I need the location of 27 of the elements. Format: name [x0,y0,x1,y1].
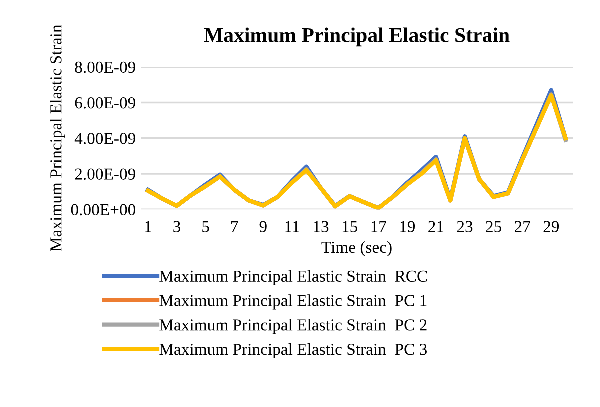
y-tick-label: 4.00E-09 [74,133,136,144]
x-tick-label: 19 [400,221,416,232]
x-tick-label: 13 [314,221,329,232]
x-tick-label: 23 [457,221,473,232]
x-tick-label: 21 [428,221,444,232]
x-tick-label: 27 [515,221,530,232]
x-tick-label: 11 [286,221,300,232]
x-tick-label: 3 [174,221,181,232]
legend-label: Maximum Principal Elastic Strain RCC [160,270,428,286]
x-tick-label: 15 [342,221,358,232]
y-tick-label: 0.00E+00 [71,204,136,216]
x-tick-label: 5 [202,221,210,232]
legend-label: Maximum Principal Elastic Strain PC 2 [160,319,427,334]
x-axis-title: Time (sec) [322,241,392,256]
legend-label: Maximum Principal Elastic Strain PC 1 [160,294,427,310]
y-tick-label: 6.00E-09 [75,97,136,109]
chart-title: Maximum Principal Elastic Strain [204,28,510,47]
x-tick-label: 29 [544,221,560,232]
y-tick-label: 8.00E-09 [75,62,136,74]
x-tick-label: 9 [260,221,267,232]
x-tick-label: 17 [372,221,386,232]
x-tick-label: 7 [232,221,238,232]
y-axis-title: Maximum Principal Elastic Strain [50,24,66,252]
x-tick-label: 1 [146,221,152,232]
legend-label: Maximum Principal Elastic Strain PC 3 [160,343,428,359]
x-tick-label: 25 [486,221,502,232]
y-tick-label: 2.00E-09 [75,168,136,180]
